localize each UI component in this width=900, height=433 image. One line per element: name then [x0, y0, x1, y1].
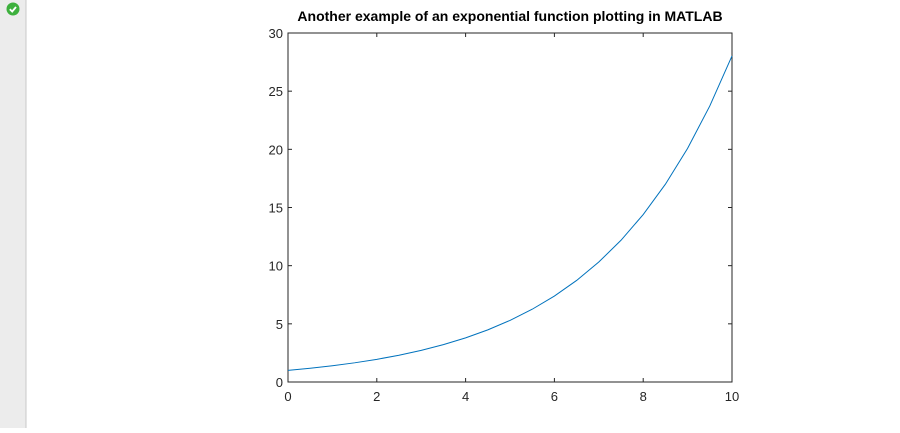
y-tick-label: 0: [276, 375, 283, 390]
x-tick-label: 0: [284, 389, 291, 404]
x-tick-label: 8: [640, 389, 647, 404]
data-line: [287, 55, 733, 371]
chart-title: Another example of an exponential functi…: [297, 8, 722, 24]
x-tick-label: 2: [373, 389, 380, 404]
y-tick-label: 15: [269, 201, 283, 216]
y-tick-label: 5: [276, 317, 283, 332]
x-tick-label: 10: [725, 389, 739, 404]
y-tick-label: 25: [269, 84, 283, 99]
x-tick-label: 4: [462, 389, 469, 404]
status-check: [9, 6, 17, 13]
sidebar: [0, 0, 26, 428]
status-icon: [6, 2, 20, 16]
y-tick-label: 10: [269, 259, 283, 274]
y-tick-label: 30: [269, 26, 283, 41]
y-tick-label: 20: [269, 142, 283, 157]
x-tick-label: 6: [551, 389, 558, 404]
plot-area: [287, 32, 733, 383]
